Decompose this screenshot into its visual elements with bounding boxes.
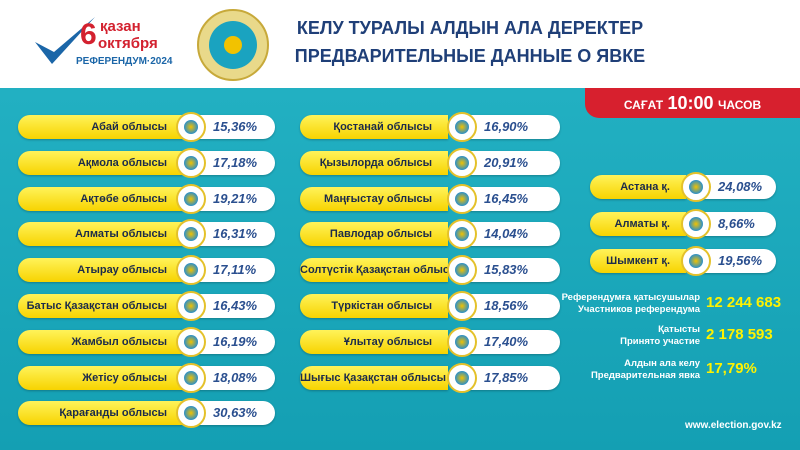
region-turnout: 16,90% bbox=[462, 115, 560, 139]
board: САҒАТ 10:00 ЧАСОВ www.election.gov.kz Аб… bbox=[0, 88, 800, 450]
region-turnout: 14,04% bbox=[462, 222, 560, 247]
logo-month-kz: қазан bbox=[100, 18, 141, 35]
region-name: Қызылорда облысы bbox=[300, 150, 448, 175]
region-name: Түркістан облысы bbox=[300, 294, 448, 318]
region-name: Қостанай облысы bbox=[300, 115, 448, 139]
region-name: Солтүстік Қазақстан облысы bbox=[300, 258, 458, 283]
region-emblem bbox=[447, 326, 477, 357]
region-name: Павлодар облысы bbox=[300, 222, 448, 247]
region-emblem bbox=[447, 255, 477, 286]
region-name: Астана қ. bbox=[590, 175, 686, 199]
region-emblem bbox=[176, 112, 206, 142]
emblem bbox=[197, 9, 269, 81]
badge-prefix: САҒАТ bbox=[623, 98, 664, 112]
summary-value: 17,79% bbox=[706, 360, 757, 377]
logo-event: РЕФЕРЕНДУМ·2024 bbox=[76, 56, 173, 67]
region-emblem bbox=[176, 291, 206, 321]
region-name: Алматы қ. bbox=[590, 212, 686, 236]
region-emblem bbox=[176, 398, 206, 429]
check-logo bbox=[35, 17, 95, 64]
region-turnout: 30,63% bbox=[191, 401, 275, 426]
region-emblem bbox=[681, 209, 711, 239]
logo-month-ru: октября bbox=[98, 35, 158, 52]
summary-label-kz: Алдын ала келу bbox=[624, 358, 700, 369]
summary-label-kz: Қатысты bbox=[658, 324, 700, 335]
region-emblem bbox=[176, 326, 206, 357]
region-emblem bbox=[176, 147, 206, 178]
summary-label-kz: Референдумға қатысушылар bbox=[561, 292, 700, 303]
badge-time: 10:00 bbox=[667, 93, 714, 113]
region-emblem bbox=[447, 362, 477, 393]
region-emblem bbox=[447, 219, 477, 250]
region-emblem bbox=[447, 291, 477, 321]
region-name: Жамбыл облысы bbox=[18, 329, 183, 354]
region-emblem bbox=[447, 183, 477, 214]
region-emblem bbox=[176, 362, 206, 393]
summary-value: 2 178 593 bbox=[706, 326, 773, 343]
region-name: Атырау облысы bbox=[18, 258, 183, 283]
badge-suffix: ЧАСОВ bbox=[718, 98, 762, 112]
region-name: Ақтөбе облысы bbox=[18, 186, 183, 211]
region-emblem bbox=[176, 255, 206, 286]
logo-day: 6 bbox=[80, 18, 97, 51]
region-turnout: 20,91% bbox=[462, 150, 560, 175]
region-name: Алматы облысы bbox=[18, 222, 183, 247]
region-name: Батыс Қазақстан облысы bbox=[18, 294, 183, 318]
region-turnout: 17,85% bbox=[462, 365, 560, 390]
region-emblem bbox=[447, 112, 477, 142]
title-ru: ПРЕДВАРИТЕЛЬНЫЕ ДАННЫЕ О ЯВКЕ bbox=[294, 46, 646, 66]
region-turnout: 17,40% bbox=[462, 329, 560, 354]
summary-label-ru: Участников референдума bbox=[577, 304, 700, 315]
region-name: Шығыс Қазақстан облысы bbox=[300, 365, 448, 390]
region-name: Жетісу облысы bbox=[18, 365, 183, 390]
region-name: Ақмола облысы bbox=[18, 150, 183, 175]
title-kz: КЕЛУ ТУРАЛЫ АЛДЫН АЛА ДЕРЕКТЕР bbox=[296, 18, 644, 38]
region-name: Ұлытау облысы bbox=[300, 329, 448, 354]
region-name: Шымкент қ. bbox=[590, 249, 686, 273]
region-emblem bbox=[176, 219, 206, 250]
region-turnout: 16,45% bbox=[462, 186, 560, 211]
region-emblem bbox=[681, 246, 711, 276]
region-turnout: 18,08% bbox=[191, 365, 275, 390]
region-emblem bbox=[681, 172, 711, 202]
region-turnout: 18,56% bbox=[462, 294, 560, 318]
summary-label-ru: Принято участие bbox=[620, 336, 700, 347]
region-emblem bbox=[447, 147, 477, 178]
region-name: Маңғыстау облысы bbox=[300, 186, 448, 211]
region-name: Қарағанды облысы bbox=[18, 401, 183, 426]
website: www.election.gov.kz bbox=[685, 420, 782, 431]
region-emblem bbox=[176, 183, 206, 214]
region-turnout: 15,83% bbox=[462, 258, 560, 283]
region-name: Абай облысы bbox=[18, 115, 183, 139]
summary-value: 12 244 683 bbox=[706, 294, 782, 311]
summary-label-ru: Предварительная явка bbox=[590, 370, 700, 381]
time-badge: САҒАТ 10:00 ЧАСОВ bbox=[585, 88, 800, 118]
